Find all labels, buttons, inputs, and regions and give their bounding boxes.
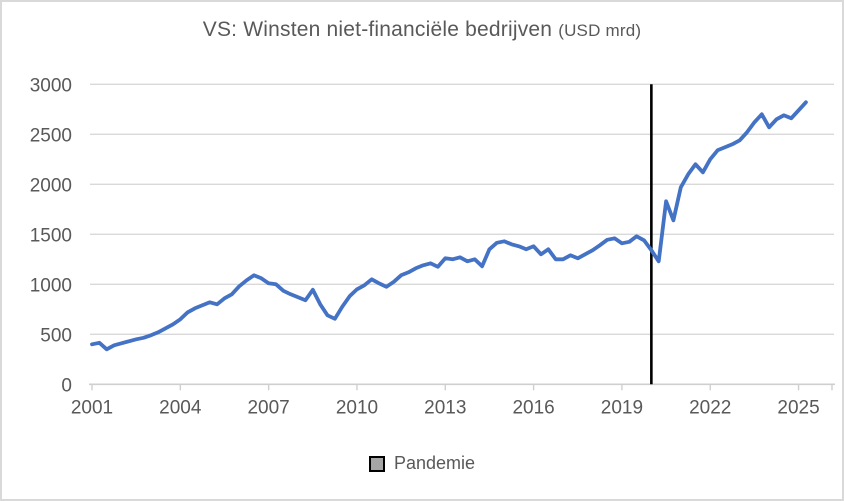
legend-pandemic-label: Pandemie xyxy=(393,453,476,473)
x-axis-tick-label-2016: 2016 xyxy=(512,397,554,418)
chart-title-main: VS: Winsten niet-financiële bedrijven xyxy=(202,18,559,41)
y-axis-tick-label-2500: 2500 xyxy=(30,125,72,146)
y-axis-tick-label-2000: 2000 xyxy=(30,175,72,196)
legend-pandemic-marker xyxy=(368,455,385,472)
y-axis-tick-label-1500: 1500 xyxy=(30,225,72,246)
chart-title-suffix: (USD mrd) xyxy=(558,21,642,40)
legend: Pandemie xyxy=(2,453,842,474)
y-axis-tick-label-3000: 3000 xyxy=(30,75,72,96)
profit-line-series xyxy=(90,100,808,352)
x-axis-tick-label-2013: 2013 xyxy=(424,397,466,418)
y-axis-tick-label-0: 0 xyxy=(61,375,72,396)
x-axis-tick-label-2007: 2007 xyxy=(247,397,289,418)
y-axis-tick-label-1000: 1000 xyxy=(30,275,72,296)
x-axis-tick-label-2001: 2001 xyxy=(71,397,113,418)
x-axis-tick-label-2010: 2010 xyxy=(336,397,378,418)
x-axis-tick-label-2004: 2004 xyxy=(159,397,202,418)
y-axis-tick-label-500: 500 xyxy=(40,325,72,346)
x-axis-tick-label-2025: 2025 xyxy=(777,397,819,418)
chart-title: VS: Winsten niet-financiële bedrijven (U… xyxy=(2,18,842,42)
x-axis-tick-label-2019: 2019 xyxy=(601,397,643,418)
x-axis-tick-label-2022: 2022 xyxy=(689,397,731,418)
